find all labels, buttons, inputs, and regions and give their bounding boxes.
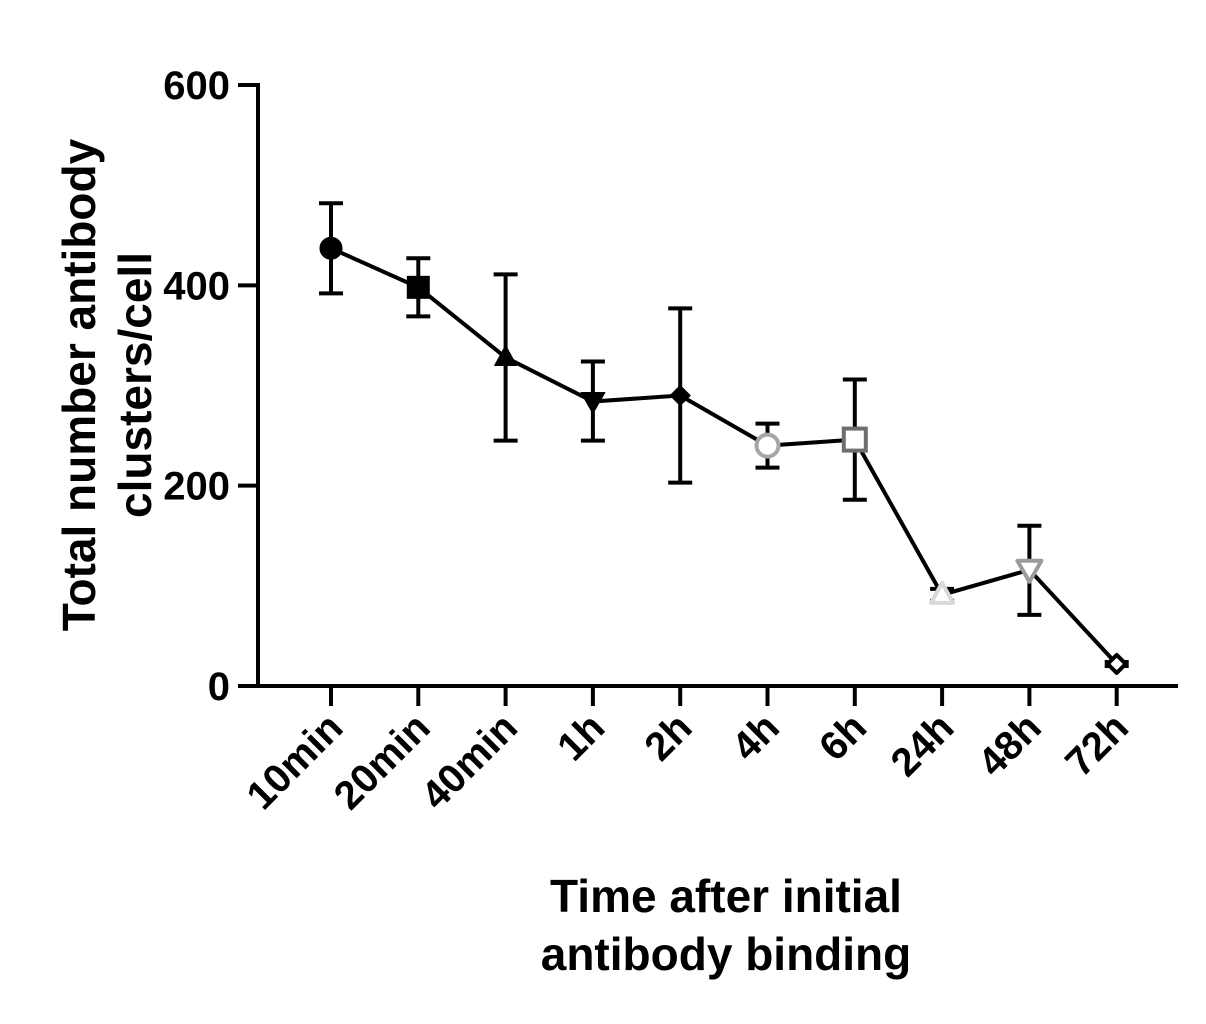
y-axis-title: Total number antibodyclusters/cell bbox=[53, 138, 161, 631]
x-tick-label: 24h bbox=[883, 705, 963, 785]
data-point-48h bbox=[1015, 558, 1044, 584]
y-tick-label: 200 bbox=[163, 465, 230, 509]
x-tick-label: 40min bbox=[413, 705, 526, 818]
x-axis-title: Time after initial antibody binding bbox=[541, 870, 912, 980]
series-0 bbox=[319, 201, 1129, 675]
x-tick-label: 10min bbox=[239, 705, 352, 818]
x-tick-label: 20min bbox=[326, 705, 439, 818]
data-point-24h bbox=[929, 580, 956, 605]
y-axis-title-line: clusters/cell bbox=[109, 252, 161, 518]
y-tick-label: 400 bbox=[163, 264, 230, 308]
data-point-10min bbox=[319, 236, 343, 260]
data-point-2h bbox=[669, 385, 691, 407]
x-tick-label: 6h bbox=[811, 705, 875, 769]
y-tick-label: 0 bbox=[208, 665, 230, 709]
x-axis-title-line: antibody binding bbox=[541, 928, 912, 980]
data-point-20min bbox=[406, 275, 430, 299]
data-point-72h bbox=[1105, 652, 1128, 675]
x-tick-label: 4h bbox=[724, 705, 788, 769]
data-point-1h bbox=[580, 392, 606, 415]
y-axis-title-line: Total number antibody bbox=[53, 138, 105, 631]
x-axis-title-line: Time after initial bbox=[550, 870, 902, 922]
x-tick-label: 72h bbox=[1057, 705, 1137, 785]
series-line bbox=[330, 246, 1119, 666]
axes bbox=[238, 83, 1178, 706]
x-tick-label: 2h bbox=[636, 705, 700, 769]
y-tick-label: 600 bbox=[163, 64, 230, 108]
data-point-40min bbox=[494, 344, 518, 366]
series-layer bbox=[319, 201, 1129, 675]
x-tick-label: 1h bbox=[549, 705, 613, 769]
data-point-6h bbox=[841, 426, 868, 453]
x-tick-label: 48h bbox=[970, 705, 1050, 785]
data-point-4h bbox=[754, 432, 781, 459]
